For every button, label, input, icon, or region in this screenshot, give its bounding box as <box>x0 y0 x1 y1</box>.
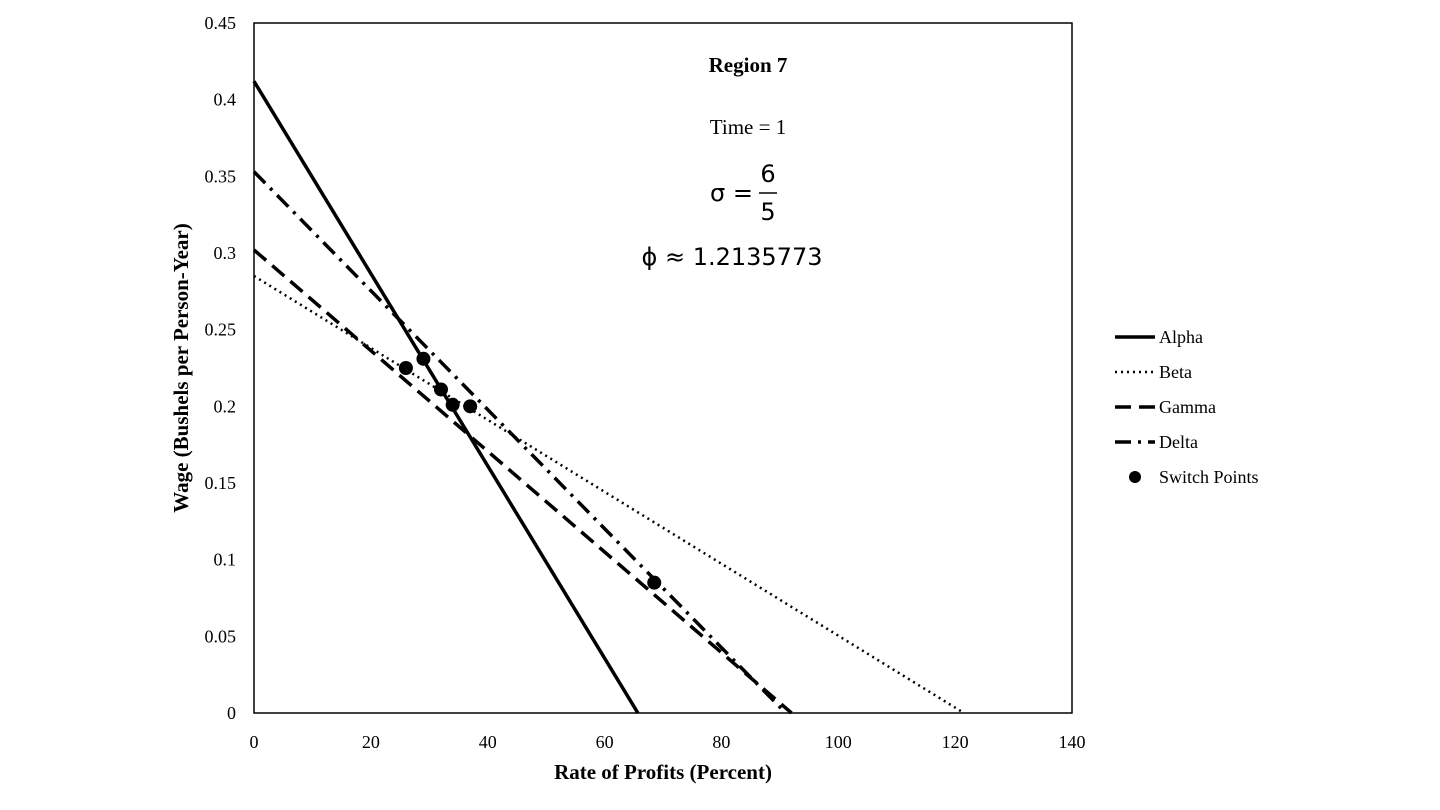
x-tick-label: 0 <box>250 732 259 752</box>
switch-point <box>647 575 662 590</box>
x-axis-ticks: 0 20 40 60 80 100 120 140 <box>250 732 1086 752</box>
series-line-delta <box>252 170 787 715</box>
x-tick-label: 80 <box>712 732 730 752</box>
y-tick-label: 0.4 <box>214 90 237 110</box>
legend-label: Gamma <box>1159 397 1216 417</box>
sigma-numerator: 6 <box>760 160 775 188</box>
y-axis-title: Wage (Bushels per Person-Year) <box>169 223 193 513</box>
plot-area <box>253 22 1073 714</box>
y-tick-label: 0.1 <box>214 550 237 570</box>
legend-label: Switch Points <box>1159 467 1259 487</box>
region-title: Region 7 <box>709 53 788 77</box>
legend-swatch-switch-points <box>1129 471 1141 483</box>
y-tick-label: 0.35 <box>205 166 237 186</box>
series-line-gamma <box>252 248 793 715</box>
x-axis-title: Rate of Profits (Percent) <box>554 760 772 784</box>
y-tick-label: 0.2 <box>214 396 237 416</box>
legend-label: Alpha <box>1159 327 1203 347</box>
x-tick-label: 20 <box>362 732 380 752</box>
legend-label: Delta <box>1159 432 1198 452</box>
x-tick-label: 40 <box>479 732 497 752</box>
y-tick-label: 0.3 <box>214 243 237 263</box>
sigma-symbol: σ = <box>710 179 753 207</box>
y-axis-ticks: 0 0.05 0.1 0.15 0.2 0.25 0.3 0.35 0.4 0.45 <box>205 13 237 723</box>
series-line-beta <box>253 274 965 715</box>
switch-point <box>433 382 448 397</box>
series-lines <box>252 80 965 715</box>
time-label: Time = 1 <box>710 115 786 139</box>
legend: Alpha Beta Gamma Delta Switch Points <box>1115 327 1259 487</box>
switch-point <box>445 397 460 412</box>
x-tick-label: 100 <box>825 732 852 752</box>
x-tick-label: 60 <box>596 732 614 752</box>
legend-label: Beta <box>1159 362 1192 382</box>
switch-point <box>416 351 431 366</box>
sigma-denominator: 5 <box>760 198 775 226</box>
switch-point <box>398 361 413 375</box>
switch-point <box>463 399 478 414</box>
y-tick-label: 0.25 <box>205 320 237 340</box>
switch-point-markers <box>398 351 662 590</box>
y-tick-label: 0 <box>227 703 236 723</box>
y-tick-label: 0.05 <box>205 626 237 646</box>
y-tick-label: 0.45 <box>205 13 237 33</box>
series-line-alpha <box>252 80 640 714</box>
x-tick-label: 120 <box>942 732 969 752</box>
y-tick-label: 0.15 <box>205 473 237 493</box>
x-tick-label: 140 <box>1059 732 1086 752</box>
phi-label: ϕ ≈ 1.2135773 <box>642 243 823 271</box>
